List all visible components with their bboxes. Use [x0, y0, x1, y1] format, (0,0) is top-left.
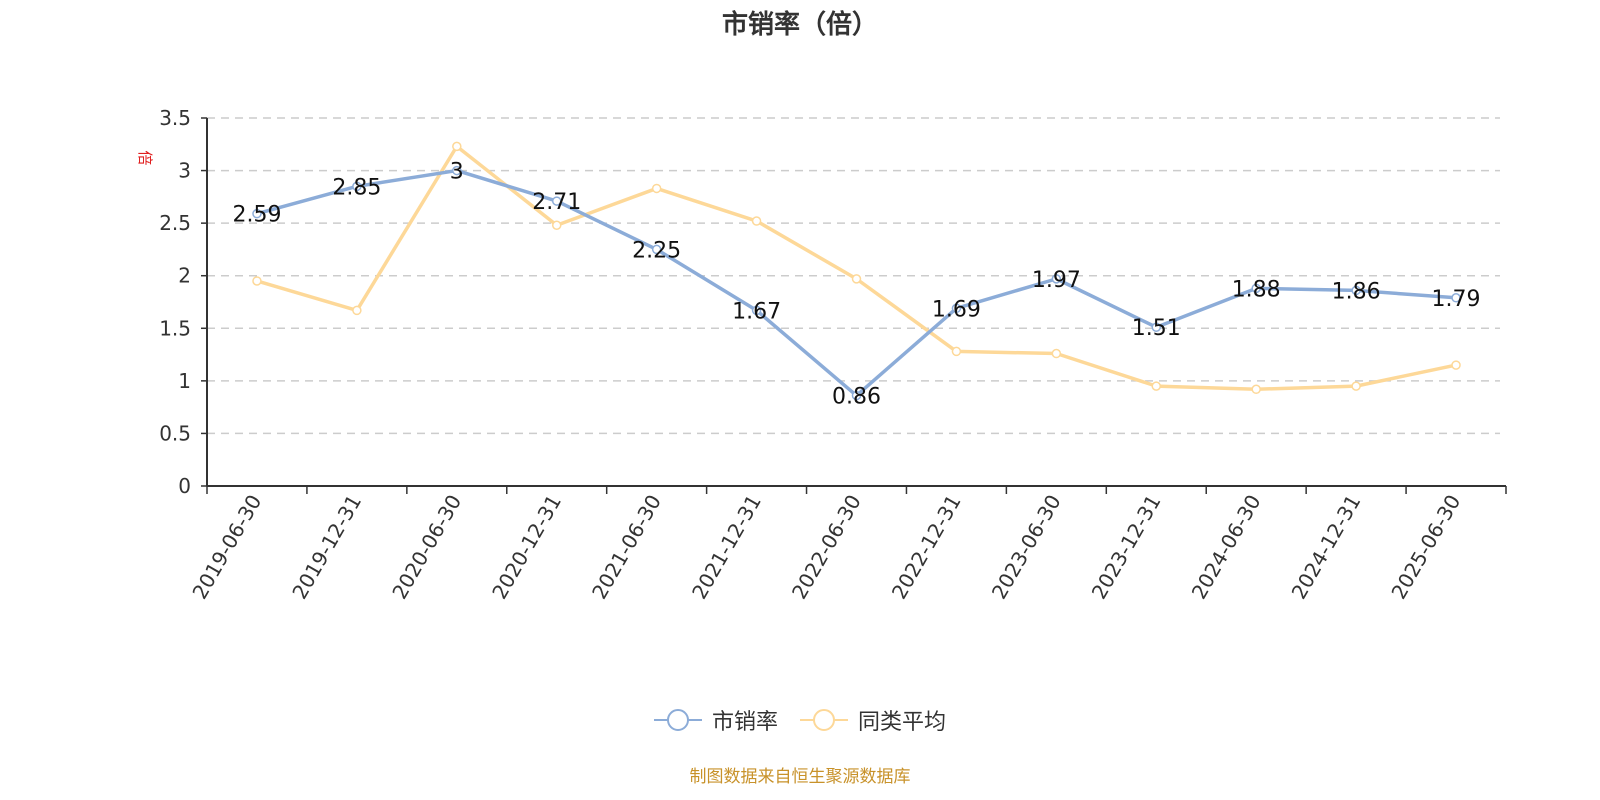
data-point[interactable]: [1151, 381, 1162, 391]
data-point[interactable]: [1451, 293, 1461, 303]
legend-item-ps-ratio[interactable]: 市销率: [653, 704, 778, 736]
x-tick-label: 2022-06-30: [787, 491, 866, 604]
x-tick-label: 2025-06-30: [1386, 491, 1465, 604]
data-point[interactable]: [452, 141, 462, 152]
data-label: 1.97: [1032, 268, 1081, 293]
data-label: 1.69: [932, 297, 981, 322]
data-label: 2.71: [532, 190, 581, 215]
y-tick-label: 2.5: [159, 211, 191, 235]
line-chart: 0 0.5 1 1.5 2 2.5 3 3.5 倍 2019-06-30 2019-12-31 202…: [136, 106, 1507, 604]
series-line: [256, 144, 1457, 392]
data-point[interactable]: [751, 216, 762, 226]
chart-title: 市销率（倍）: [721, 10, 878, 40]
legend: 市销率 同类平均: [0, 704, 1600, 736]
data-point[interactable]: [851, 390, 862, 401]
data-point[interactable]: [1251, 384, 1261, 395]
data-point[interactable]: [1151, 322, 1162, 332]
data-label: 3: [450, 160, 464, 185]
data-point[interactable]: [951, 303, 962, 314]
data-point[interactable]: [252, 208, 262, 219]
data-label: 1.67: [732, 299, 781, 324]
data-label: 2.59: [232, 203, 281, 228]
data-point[interactable]: [851, 274, 862, 284]
legend-label: 同类平均: [858, 710, 947, 735]
x-tick-label: 2023-12-31: [1087, 491, 1166, 604]
legend-item-peer-average[interactable]: 同类平均: [800, 704, 946, 736]
data-point[interactable]: [452, 165, 462, 176]
data-label: 1.51: [1132, 316, 1181, 341]
data-point[interactable]: [751, 305, 762, 316]
data-point[interactable]: [1451, 360, 1461, 370]
x-tick-label: 2022-12-31: [887, 491, 966, 604]
data-point[interactable]: [1051, 274, 1062, 284]
x-tick-label: 2023-06-30: [987, 491, 1066, 604]
data-point[interactable]: [651, 244, 662, 255]
x-tick-label: 2020-06-30: [387, 491, 466, 604]
data-label: 2.85: [332, 175, 381, 200]
x-tick-label: 2024-06-30: [1187, 491, 1266, 604]
legend-marker-icon: [800, 709, 848, 731]
source-note: 制图数据来自恒生聚源数据库: [689, 767, 911, 787]
data-point[interactable]: [551, 196, 562, 206]
y-tick-label: 3.5: [159, 106, 191, 130]
data-label: 2.25: [632, 238, 681, 263]
data-point[interactable]: [252, 276, 262, 286]
data-point[interactable]: [352, 181, 362, 192]
y-tick-label: 2: [178, 264, 191, 288]
data-point[interactable]: [1351, 381, 1361, 391]
data-point[interactable]: [551, 220, 562, 230]
x-tick-label: 2021-06-30: [587, 491, 666, 604]
x-tick-label: 2024-12-31: [1287, 491, 1366, 604]
legend-label: 市销率: [711, 710, 778, 735]
legend-marker-icon: [653, 709, 702, 731]
y-tick-label: 1: [178, 369, 191, 393]
x-tick-label: 2019-12-31: [287, 491, 366, 604]
data-point[interactable]: [1251, 283, 1261, 294]
y-tick-label: 0.5: [159, 421, 191, 445]
x-tick-label: 2021-12-31: [687, 491, 766, 604]
y-tick-label: 1.5: [159, 316, 191, 340]
data-point[interactable]: [1351, 285, 1361, 296]
data-label: 1.86: [1332, 279, 1381, 304]
data-point[interactable]: [1051, 348, 1062, 359]
data-label: 1.79: [1432, 287, 1481, 312]
data-label: 0.86: [832, 385, 881, 410]
x-tick-label: 2020-12-31: [487, 491, 566, 604]
y-tick-label: 3: [178, 159, 191, 183]
data-point[interactable]: [352, 305, 362, 316]
y-axis-label: 倍: [136, 150, 154, 165]
data-point[interactable]: [651, 183, 662, 194]
data-point[interactable]: [951, 346, 962, 357]
y-tick-label: 0: [178, 474, 191, 498]
data-label: 1.88: [1232, 277, 1281, 302]
x-tick-label: 2019-06-30: [187, 491, 266, 604]
